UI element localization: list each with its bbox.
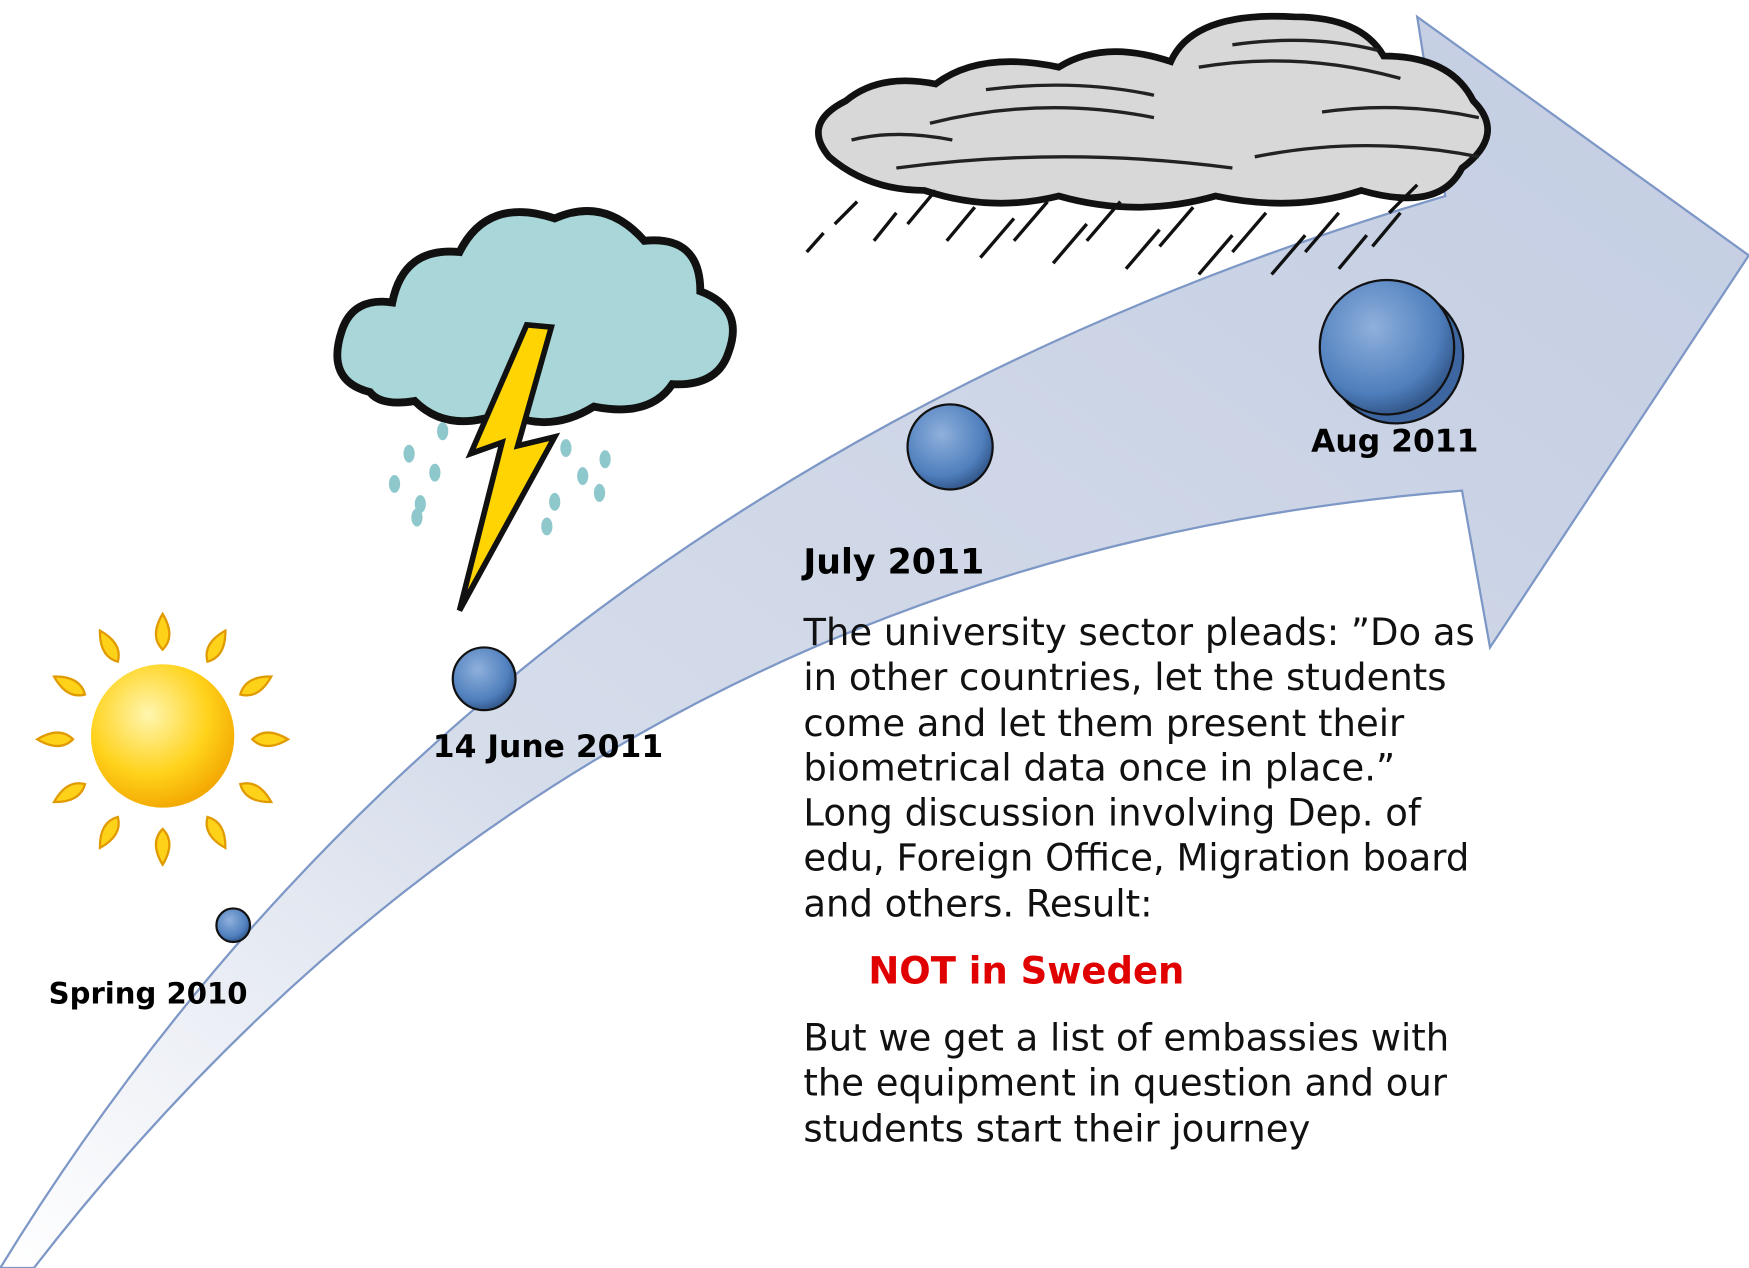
storm-cloud-icon <box>337 211 733 611</box>
milestone-label: Aug 2011 <box>1311 423 1478 459</box>
milestone-dot <box>216 908 250 942</box>
sun-icon <box>37 614 288 865</box>
description-closing: But we get a list of embassies with the … <box>803 1016 1475 1151</box>
milestone-label: Spring 2010 <box>49 977 248 1011</box>
page: Spring 2010 14 June 2011 Aug 2011 July 2… <box>0 0 1749 1268</box>
slide: Spring 2010 14 June 2011 Aug 2011 July 2… <box>0 0 1749 1268</box>
milestone-dot <box>453 647 516 710</box>
milestone-dot <box>908 404 993 489</box>
description-paragraph: The university sector pleads: ”Do as in … <box>803 610 1475 926</box>
milestone-label: July 2011 <box>801 543 984 583</box>
milestone-dot <box>1320 280 1454 414</box>
description-box: The university sector pleads: ”Do as in … <box>803 610 1475 1268</box>
description: The university sector pleads: ”Do as in … <box>803 610 1475 1151</box>
description-highlight: NOT in Sweden <box>803 948 1475 993</box>
milestone-label: 14 June 2011 <box>433 729 663 765</box>
